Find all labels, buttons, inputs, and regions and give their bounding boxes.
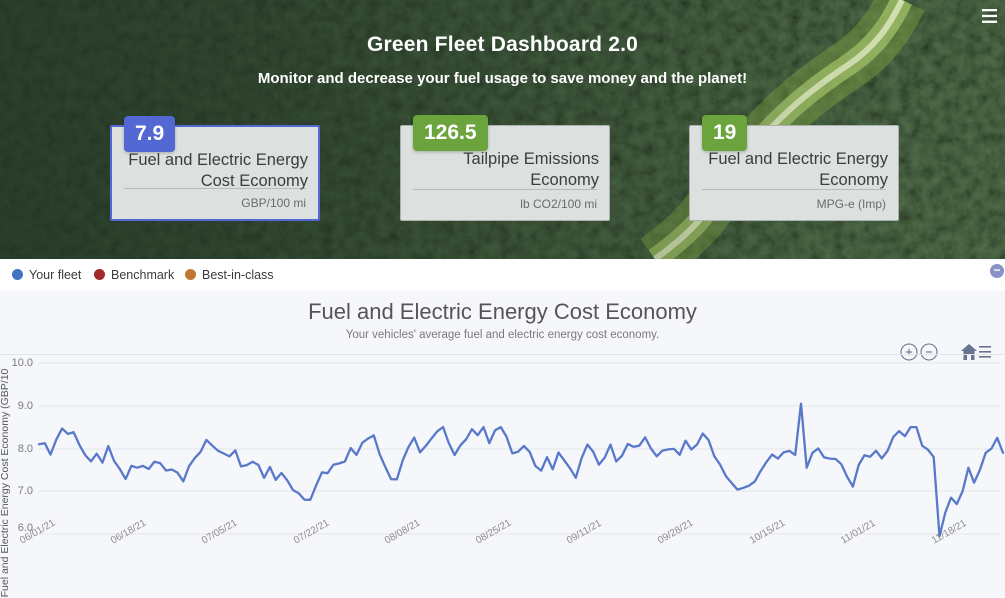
svg-text:7.0: 7.0 — [18, 485, 33, 497]
svg-text:10.0: 10.0 — [12, 357, 33, 369]
svg-text:9.0: 9.0 — [18, 400, 33, 412]
svg-text:8.0: 8.0 — [18, 443, 33, 455]
